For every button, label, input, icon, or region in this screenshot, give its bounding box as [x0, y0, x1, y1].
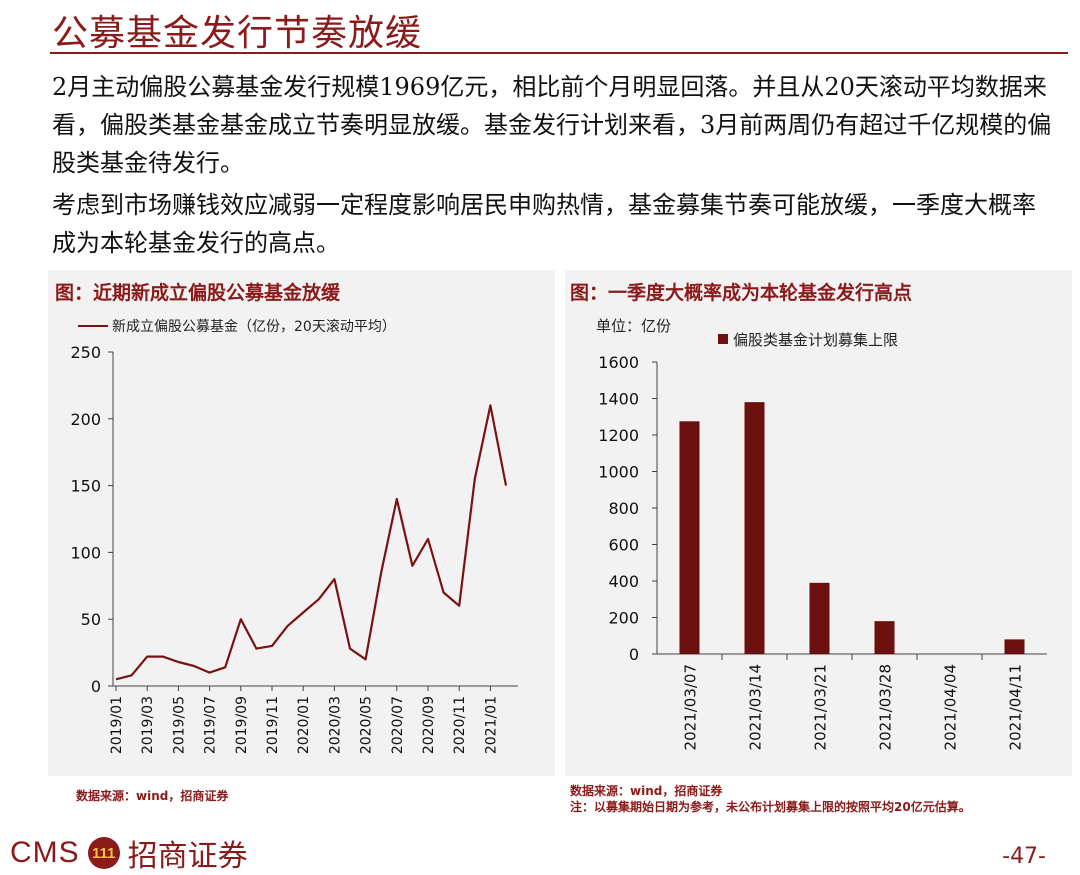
- right-bar: [1004, 639, 1025, 654]
- left-source: 数据来源：wind，招商证券: [76, 789, 229, 803]
- right-x-tick-label: 2021/03/07: [682, 664, 700, 750]
- right-source-block: 数据来源：wind，招商证券 注：以募集期始日期为参考，未公布计划募集上限的按照…: [570, 783, 1050, 815]
- company-logo: CMS 111 招商证券: [10, 833, 248, 874]
- left-chart-panel: [48, 270, 555, 776]
- right-y-tick-label: 1400: [598, 390, 639, 409]
- left-series-line: [115, 404, 508, 681]
- right-chart-title: 图：一季度大概率成为本轮基金发行高点: [570, 282, 913, 304]
- left-y-tick-label: 250: [70, 343, 101, 362]
- left-x-tick-label: 2019/09: [234, 696, 250, 754]
- right-y-tick-label: 1200: [598, 426, 639, 445]
- right-unit-label: 单位：亿份: [596, 317, 671, 335]
- right-bar: [809, 582, 830, 654]
- right-source: 数据来源：wind，招商证券: [570, 784, 723, 798]
- right-y-tick-label: 600: [608, 536, 639, 555]
- right-bar: [679, 421, 700, 654]
- left-x-tick-label: 2020/09: [421, 696, 437, 754]
- left-x-tick-label: 2019/11: [265, 696, 281, 754]
- left-y-tick-label: 100: [70, 543, 101, 562]
- right-y-tick-label: 1600: [598, 353, 639, 372]
- right-y-tick-label: 800: [608, 499, 639, 518]
- right-x-tick-label: 2021/04/04: [942, 664, 960, 750]
- right-y-tick-label: 0: [629, 645, 639, 664]
- right-y-tick-label: 400: [608, 572, 639, 591]
- left-x-tick-label: 2020/01: [296, 696, 312, 754]
- title-divider: [50, 52, 1068, 54]
- right-legend-swatch: [718, 334, 728, 344]
- page-title: 公募基金发行节奏放缓: [52, 13, 423, 54]
- right-x-tick-label: 2021/04/11: [1007, 664, 1025, 750]
- left-chart-title: 图：近期新成立偏股公募基金放缓: [55, 282, 341, 304]
- left-x-tick-label: 2020/07: [390, 696, 406, 754]
- left-y-tick-label: 150: [70, 477, 101, 496]
- paragraph-2: 考虑到市场赚钱效应减弱一定程度影响居民申购热情，基金募集节奏可能放缓，一季度大概…: [52, 191, 1036, 257]
- right-bar: [874, 621, 895, 654]
- right-note: 注：以募集期始日期为参考，未公布计划募集上限的按照平均20亿元估算。: [570, 800, 971, 814]
- left-x-tick-label: 2020/05: [359, 696, 375, 754]
- right-x-tick-label: 2021/03/28: [877, 664, 895, 750]
- right-y-tick-label: 200: [608, 609, 639, 628]
- logo-cn-text: 招商证券: [127, 839, 248, 874]
- left-x-tick-label: 2019/01: [109, 696, 125, 754]
- left-x-tick-label: 2020/03: [327, 696, 343, 754]
- left-x-tick-label: 2019/03: [140, 696, 156, 754]
- left-y-tick-label: 200: [70, 410, 101, 429]
- page-number: -47-: [1002, 844, 1046, 869]
- right-bar: [744, 402, 765, 654]
- left-x-tick-label: 2019/05: [171, 696, 187, 754]
- right-legend-label: 偏股类基金计划募集上限: [733, 331, 898, 349]
- logo-cms-text: CMS: [10, 836, 80, 869]
- left-x-tick-label: 2021/01: [483, 696, 499, 754]
- left-x-tick-label: 2019/07: [203, 696, 219, 754]
- left-x-tick-label: 2020/11: [452, 696, 468, 754]
- right-x-tick-label: 2021/03/21: [812, 664, 830, 750]
- left-legend-label: 新成立偏股公募基金（亿份，20天滚动平均）: [112, 318, 396, 335]
- right-y-tick-label: 1000: [598, 463, 639, 482]
- right-chart-panel: [565, 270, 1072, 776]
- left-y-tick-label: 50: [81, 610, 101, 629]
- right-x-tick-label: 2021/03/14: [747, 664, 765, 750]
- paragraph-1: 2月主动偏股公募基金发行规模1969亿元，相比前个月明显回落。并且从20天滚动平…: [52, 73, 1052, 177]
- logo-badge-icon: 111: [87, 837, 120, 869]
- left-y-tick-label: 0: [91, 677, 101, 696]
